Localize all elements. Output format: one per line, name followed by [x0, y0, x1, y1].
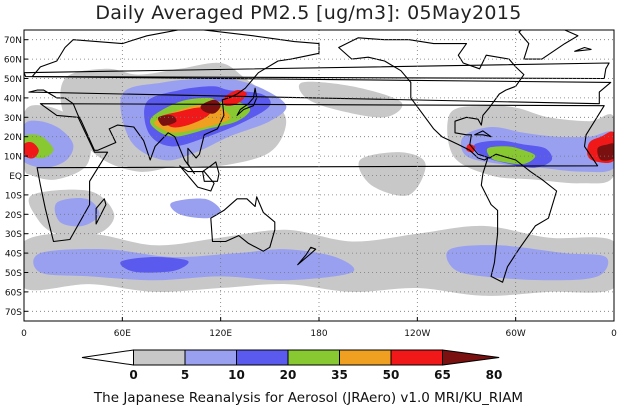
lat-label-7: EQ: [9, 172, 22, 182]
colorbar-label-0: 0: [129, 368, 137, 382]
lat-label-11: 40S: [5, 250, 22, 260]
colorbar-label-3: 20: [280, 368, 297, 382]
pm25-region-22: [446, 245, 609, 281]
pm25-region-24: [298, 81, 403, 118]
colorbar-bin-1: [133, 349, 186, 366]
latitude-labels: 70N 60N 50N 40N 30N 20N 10N EQ 10S 20S 30S 40S 50S 60…: [4, 36, 28, 318]
lon-label-3: 180: [310, 329, 327, 339]
lat-label-13: 60S: [5, 288, 22, 298]
colorbar-label-2: 10: [228, 368, 245, 382]
lat-label-4: 30N: [4, 114, 22, 124]
colorbar: 0 5 10 20 35 50 65 80: [81, 349, 503, 382]
lat-label-3: 40N: [4, 94, 22, 104]
lat-label-6: 10N: [4, 153, 22, 163]
pm25-region-18: [597, 143, 614, 161]
lat-label-8: 10S: [5, 191, 22, 201]
pm25-region-23: [120, 257, 189, 273]
pm25-region-25: [358, 152, 426, 196]
colorbar-label-6: 65: [434, 368, 451, 382]
coastline-layer: [24, 30, 612, 283]
pm25-region-26: [170, 198, 221, 219]
pm25-region-21: [33, 249, 355, 281]
colorbar-label-7: 80: [486, 368, 503, 382]
colorbar-bin-4: [287, 349, 340, 366]
pm25-region-8: [157, 115, 177, 126]
lat-label-12: 50S: [5, 269, 22, 279]
coastline-3: [236, 87, 258, 116]
coastline-2: [210, 196, 276, 252]
pm25-region-28: [54, 198, 100, 227]
colorbar-bin-2: [184, 349, 237, 366]
colorbar-bin-7: [442, 349, 500, 366]
lat-label-5: 20N: [4, 133, 22, 143]
coastline-8: [518, 30, 579, 60]
coastline-0: [36, 103, 605, 243]
lon-label-2: 120E: [209, 329, 232, 339]
longitude-labels: 0 60E 120E 180 120W 60W 0: [21, 317, 617, 339]
coastline-6: [297, 246, 317, 266]
pm25-region-12: [24, 142, 39, 159]
coastline-5: [202, 161, 220, 182]
colorbar-label-1: 5: [181, 368, 189, 382]
pm25-region-6: [200, 99, 221, 114]
coastline-4: [179, 165, 215, 192]
lon-label-6: 0: [611, 329, 617, 339]
lat-label-10: 30S: [5, 230, 22, 240]
lat-label-2: 50N: [4, 75, 22, 85]
colorbar-bin-6: [390, 349, 443, 366]
lat-label-0: 70N: [4, 36, 22, 46]
coastline-11: [574, 46, 592, 52]
colorbar-bin-3: [236, 349, 289, 366]
lon-label-1: 60E: [114, 329, 131, 339]
pm25-region-16: [486, 146, 536, 165]
coastline-1: [28, 30, 612, 175]
lat-label-1: 60N: [4, 56, 22, 66]
lat-label-9: 20S: [5, 211, 22, 221]
colorbar-label-4: 35: [331, 368, 348, 382]
colorbar-bin-5: [339, 349, 392, 366]
lat-label-14: 70S: [5, 308, 22, 318]
coastline-9: [474, 130, 492, 138]
map-footer-credit: The Japanese Reanalysis for Aerosol (JRA…: [93, 390, 524, 406]
lon-label-0: 0: [21, 329, 27, 339]
graticule-layer: [24, 30, 614, 321]
colorbar-label-5: 50: [383, 368, 400, 382]
pm25-region-7: [223, 90, 247, 107]
lon-label-5: 60W: [505, 329, 525, 339]
coastline-7: [338, 37, 558, 283]
pm25-region-19: [466, 144, 475, 153]
map-title: Daily Averaged PM2.5 [ug/m3]: 05May2015: [95, 2, 522, 24]
lon-label-4: 120W: [404, 329, 430, 339]
coastline-12: [95, 198, 107, 225]
colorbar-bin-0: [81, 349, 134, 366]
coastline-10: [24, 62, 610, 80]
pm25-field-layer: [24, 62, 614, 296]
